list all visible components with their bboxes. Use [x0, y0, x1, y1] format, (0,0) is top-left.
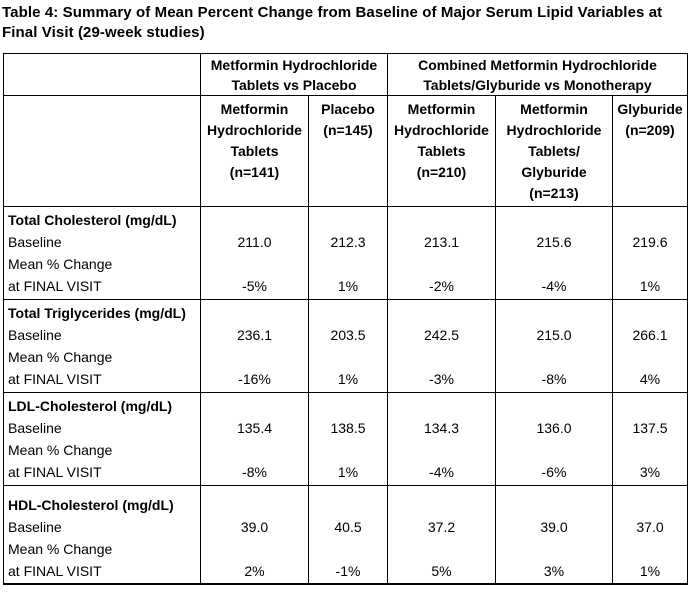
group-header-placebo-comparison: Metformin Hydrochloride Tablets vs Place…: [200, 53, 388, 96]
value-cell: 37.2 5%: [387, 485, 496, 585]
value-cell: 136.0 -6%: [495, 392, 613, 486]
value-cell: 215.6 -4%: [495, 206, 613, 300]
pct-change-value: -6%: [541, 464, 567, 480]
change-label-line1: Mean % Change: [8, 256, 113, 272]
pct-change-value: -5%: [242, 278, 267, 294]
value-cell: 211.0 -5%: [200, 206, 309, 300]
col-header-placebo-145: Placebo (n=145): [308, 95, 388, 207]
pct-change-value: 3%: [639, 464, 661, 480]
baseline-label: Baseline: [8, 519, 62, 535]
baseline-value: 39.0: [540, 519, 568, 535]
baseline-value: 135.4: [236, 420, 273, 436]
pct-change-value: 4%: [639, 371, 661, 387]
value-cell: 242.5 -3%: [387, 299, 496, 393]
baseline-value: 134.3: [423, 420, 460, 436]
baseline-value: 215.6: [536, 234, 572, 250]
value-cell: 236.1 -16%: [200, 299, 309, 393]
pct-change-value: -3%: [429, 371, 454, 387]
baseline-value: 37.0: [636, 519, 664, 535]
row-label-cell: LDL-Cholesterol (mg/dL) Baseline Mean % …: [3, 392, 201, 486]
baseline-value: 136.0: [536, 420, 572, 436]
change-label-line1: Mean % Change: [8, 442, 113, 458]
value-cell: 40.5 -1%: [308, 485, 388, 585]
baseline-value: 37.2: [427, 519, 456, 535]
value-cell: 203.5 1%: [308, 299, 388, 393]
value-cell: 135.4 -8%: [200, 392, 309, 486]
table-title: Table 4: Summary of Mean Percent Change …: [2, 4, 663, 41]
change-label-line2: at FINAL VISIT: [8, 563, 102, 579]
change-label-line2: at FINAL VISIT: [8, 371, 102, 387]
change-label-line1: Mean % Change: [8, 349, 113, 365]
group-name: Total Cholesterol (mg/dL): [8, 212, 177, 228]
lipid-summary-table: Metformin Hydrochloride Tablets vs Place…: [3, 53, 688, 585]
value-cell: 138.5 1%: [308, 392, 388, 486]
group-name: HDL-Cholesterol (mg/dL): [8, 497, 174, 513]
pct-change-value: -2%: [429, 278, 454, 294]
row-label-header-cell: [3, 95, 201, 207]
baseline-value: 40.5: [334, 519, 362, 535]
row-label-cell: HDL-Cholesterol (mg/dL) Baseline Mean % …: [3, 485, 201, 585]
change-label-line2: at FINAL VISIT: [8, 278, 102, 294]
value-cell: 39.0 3%: [495, 485, 613, 585]
pct-change-value: 5%: [431, 563, 452, 579]
baseline-value: 215.0: [536, 327, 572, 343]
value-cell: 212.3 1%: [308, 206, 388, 300]
row-ldl-cholesterol: LDL-Cholesterol (mg/dL) Baseline Mean % …: [3, 392, 688, 486]
row-hdl-cholesterol: HDL-Cholesterol (mg/dL) Baseline Mean % …: [3, 485, 688, 585]
pct-change-value: 1%: [337, 371, 359, 387]
pct-change-value: -8%: [242, 464, 267, 480]
col-header-metformin-141: Metformin Hydrochloride Tablets (n=141): [200, 95, 309, 207]
group-header-row: Metformin Hydrochloride Tablets vs Place…: [3, 53, 688, 96]
baseline-value: 242.5: [423, 327, 460, 343]
baseline-label: Baseline: [8, 420, 62, 436]
pct-change-value: -4%: [541, 278, 567, 294]
baseline-value: 213.1: [423, 234, 460, 250]
pct-change-value: 1%: [337, 464, 359, 480]
value-cell: 137.5 3%: [612, 392, 688, 486]
pct-change-value: -16%: [238, 371, 271, 387]
column-header-row: Metformin Hydrochloride Tablets (n=141) …: [3, 95, 688, 207]
row-label-cell: Total Triglycerides (mg/dL) Baseline Mea…: [3, 299, 201, 393]
baseline-value: 211.0: [237, 234, 272, 250]
pct-change-value: 1%: [337, 278, 359, 294]
value-cell: 266.1 4%: [612, 299, 688, 393]
pct-change-value: -4%: [429, 464, 454, 480]
baseline-label: Baseline: [8, 234, 62, 250]
baseline-value: 203.5: [330, 327, 366, 343]
row-label-cell: Total Cholesterol (mg/dL) Baseline Mean …: [3, 206, 201, 300]
baseline-value: 39.0: [240, 519, 269, 535]
value-cell: 213.1 -2%: [387, 206, 496, 300]
col-header-metformin-glyburide-213: Metformin Hydrochloride Tablets/ Glyburi…: [495, 95, 613, 207]
pct-change-value: -1%: [335, 563, 361, 579]
value-cell: 134.3 -4%: [387, 392, 496, 486]
pct-change-value: 1%: [639, 278, 661, 294]
change-label-line2: at FINAL VISIT: [8, 464, 102, 480]
group-name: LDL-Cholesterol (mg/dL): [8, 398, 173, 414]
value-cell: 215.0 -8%: [495, 299, 613, 393]
group-header-combination-comparison: Combined Metformin Hydrochloride Tablets…: [387, 53, 688, 96]
pct-change-value: 3%: [543, 563, 565, 579]
group-name: Total Triglycerides (mg/dL): [8, 305, 186, 321]
value-cell: 219.6 1%: [612, 206, 688, 300]
baseline-value: 219.6: [632, 234, 668, 250]
baseline-value: 212.3: [330, 234, 366, 250]
value-cell: 39.0 2%: [200, 485, 309, 585]
baseline-value: 137.5: [632, 420, 668, 436]
row-total-cholesterol: Total Cholesterol (mg/dL) Baseline Mean …: [3, 206, 688, 300]
baseline-value: 236.1: [236, 327, 273, 343]
col-header-metformin-210: Metformin Hydrochloride Tablets (n=210): [387, 95, 496, 207]
baseline-value: 266.1: [632, 327, 668, 343]
col-header-glyburide-209: Glyburide (n=209): [612, 95, 688, 207]
change-label-line1: Mean % Change: [8, 541, 113, 557]
baseline-value: 138.5: [330, 420, 366, 436]
row-total-triglycerides: Total Triglycerides (mg/dL) Baseline Mea…: [3, 299, 688, 393]
corner-cell: [3, 53, 201, 96]
baseline-label: Baseline: [8, 327, 62, 343]
pct-change-value: 2%: [244, 563, 265, 579]
pct-change-value: 1%: [639, 563, 661, 579]
value-cell: 37.0 1%: [612, 485, 688, 585]
pct-change-value: -8%: [541, 371, 567, 387]
